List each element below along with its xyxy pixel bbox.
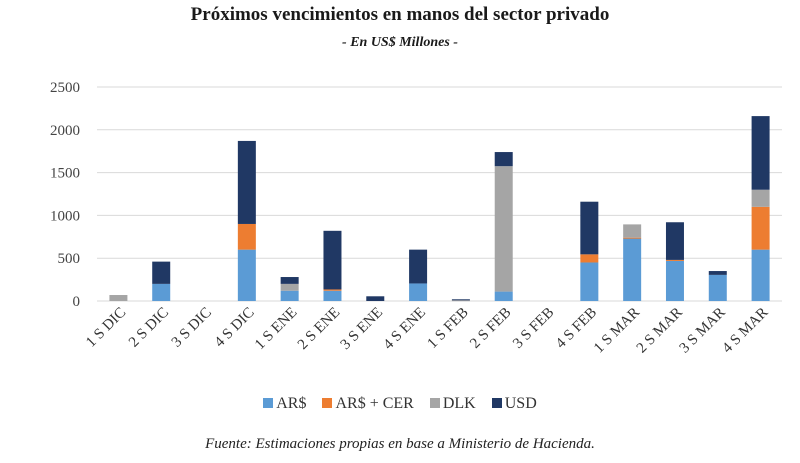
bar-segment-dlk — [280, 283, 299, 291]
chart-subtitle: - En US$ Millones - — [342, 35, 458, 50]
x-tick-label: 2 S DIC — [126, 305, 172, 351]
legend: AR$ AR$ + CER DLK USD — [0, 395, 800, 413]
bar-segment-ar — [409, 283, 428, 301]
bar-segment-usd — [494, 152, 513, 167]
bar-segment-ar-cer — [237, 223, 256, 250]
bar-segment-usd — [451, 299, 470, 301]
bar-segment-dlk — [109, 295, 128, 301]
bar-segment-usd — [280, 277, 299, 284]
x-tick-label: 1 S ENE — [252, 305, 300, 353]
bar-segment-usd — [751, 116, 770, 190]
bar-segment-ar — [751, 249, 770, 301]
bar-segment-usd — [580, 201, 599, 255]
bar-segment-usd — [665, 222, 684, 260]
legend-label-usd: USD — [504, 395, 537, 412]
bar-segment-usd — [237, 140, 256, 224]
legend-swatch-ars-cer — [322, 398, 333, 408]
x-tick-label: 3 S ENE — [338, 305, 386, 353]
x-tick-label: 1 S DIC — [83, 305, 129, 351]
bar-segment-ar — [237, 249, 256, 301]
legend-item-dlk: DLK — [429, 395, 476, 413]
x-tick-label: 2 S FEB — [467, 305, 514, 352]
bar-segment-dlk — [751, 189, 770, 207]
y-tick-label: 500 — [58, 251, 81, 267]
x-tick-label: 2 S MAR — [634, 305, 686, 357]
legend-item-ars-cer: AR$ + CER — [322, 395, 414, 413]
bar-segment-ar — [280, 290, 299, 301]
bar-segment-ar — [665, 260, 684, 301]
y-tick-label: 1000 — [50, 208, 80, 224]
legend-swatch-dlk — [429, 398, 440, 408]
bar-segment-ar-cer — [580, 254, 599, 263]
x-tick-label: 1 S FEB — [424, 305, 471, 352]
bar-segment-ar — [580, 262, 599, 301]
bar-segment-ar — [323, 290, 342, 301]
x-tick-label: 3 S FEB — [510, 305, 557, 352]
legend-item-usd: USD — [491, 395, 537, 413]
bar-segment-ar — [494, 291, 513, 301]
x-tick-label: 2 S ENE — [295, 305, 343, 353]
bar-segment-usd — [323, 230, 342, 290]
x-tick-label: 3 S DIC — [169, 305, 215, 351]
bar-segment-dlk — [494, 166, 513, 292]
legend-item-ars: AR$ — [263, 395, 306, 413]
x-tick-label: 4 S DIC — [212, 305, 258, 351]
legend-swatch-ars — [263, 398, 274, 408]
source-note: Fuente: Estimaciones propias en base a M… — [205, 436, 595, 452]
x-tick-label: 3 S MAR — [677, 305, 729, 357]
legend-label-dlk: DLK — [442, 395, 476, 412]
legend-swatch-usd — [491, 398, 502, 408]
y-tick-label: 0 — [73, 294, 81, 310]
bar-segment-usd — [152, 261, 171, 284]
bar-segment-ar-cer — [623, 237, 642, 239]
legend-label-ars: AR$ — [276, 395, 307, 412]
bar-segment-usd — [366, 296, 385, 301]
bar-segment-ar-cer — [751, 206, 770, 250]
chart-title: Próximos vencimientos en manos del secto… — [190, 4, 610, 25]
bar-segment-ar-cer — [323, 289, 342, 291]
bar-segment-dlk — [451, 300, 470, 302]
bar-segment-usd — [409, 249, 428, 284]
y-tick-label: 2000 — [50, 123, 80, 139]
bar-segment-usd — [708, 271, 727, 275]
bars — [109, 116, 770, 302]
x-tick-label: 4 S ENE — [380, 305, 428, 353]
x-tick-label: 1 S MAR — [591, 305, 643, 357]
bar-segment-ar — [152, 283, 171, 301]
y-axis-ticks: 0 500 1000 1500 2000 2500 — [50, 80, 80, 310]
bar-segment-ar-cer — [665, 259, 684, 261]
legend-label-ars-cer: AR$ + CER — [335, 395, 414, 412]
y-tick-label: 2500 — [50, 80, 80, 96]
bar-segment-dlk — [623, 224, 642, 238]
bar-segment-ar — [708, 274, 727, 301]
x-tick-label: 4 S MAR — [719, 305, 771, 357]
y-tick-label: 1500 — [50, 166, 80, 182]
bar-segment-ar — [623, 238, 642, 301]
